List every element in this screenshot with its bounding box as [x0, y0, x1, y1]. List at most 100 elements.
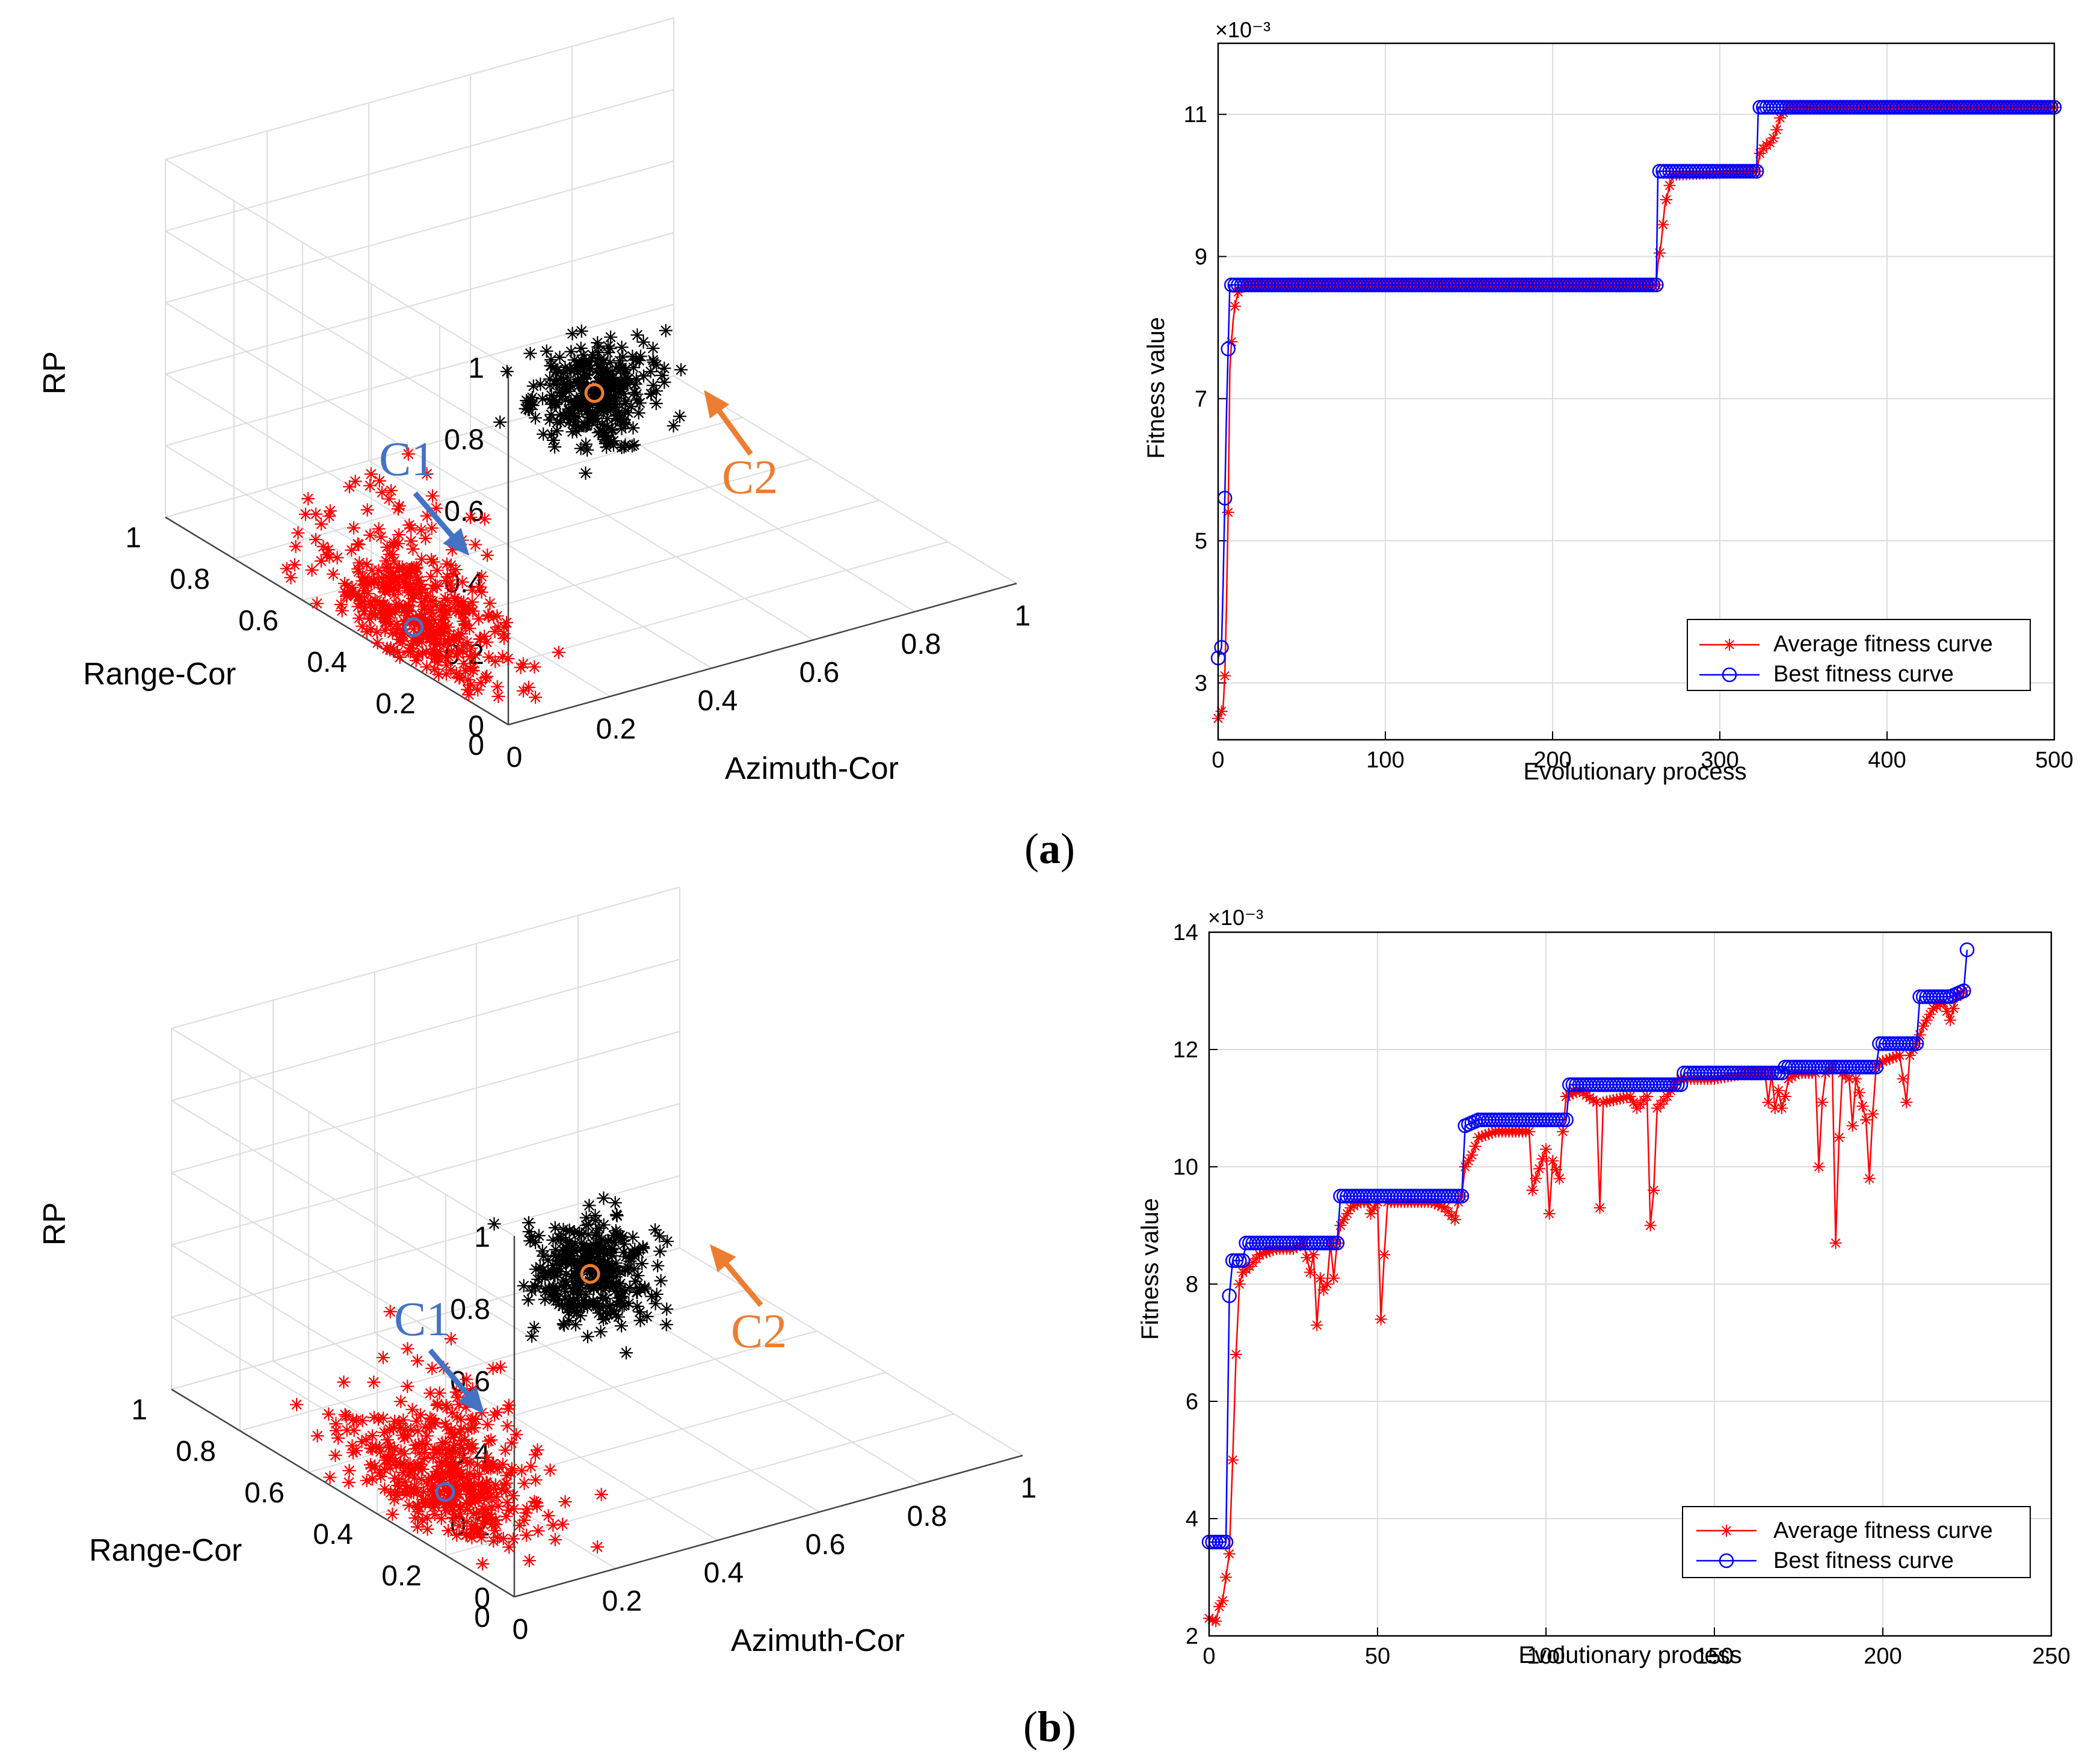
scatter-point	[426, 490, 439, 503]
average-fitness-marker	[1378, 1249, 1390, 1261]
scatter-point	[483, 597, 496, 610]
scatter-point	[454, 1413, 467, 1426]
panel-b-c1-label: C1	[394, 1293, 450, 1346]
scatter-point	[609, 1196, 622, 1209]
scatter-point	[446, 1504, 459, 1517]
average-fitness-marker	[1233, 1278, 1245, 1290]
average-fitness-marker	[1813, 1161, 1825, 1173]
scatter-point	[411, 1354, 424, 1368]
average-fitness-marker	[1523, 1126, 1535, 1138]
scatter-point	[555, 1254, 568, 1267]
scatter-point	[285, 571, 298, 584]
scatter-point	[659, 324, 673, 337]
panel-a-xlabel: Azimuth-Cor	[725, 751, 899, 786]
scatter-point	[475, 1483, 488, 1496]
y-tick-label: 0.6	[244, 1477, 285, 1509]
scatter-point	[466, 1412, 479, 1425]
average-fitness-marker	[1763, 1096, 1775, 1108]
y-tick-label: 11	[1184, 102, 1207, 128]
average-fitness-marker	[1654, 247, 1666, 259]
average-fitness-marker	[1867, 1108, 1879, 1120]
average-fitness-marker	[1547, 1155, 1559, 1167]
scatter-point	[591, 1540, 604, 1554]
y-tick-label: 3	[1195, 671, 1207, 696]
scatter-point	[311, 1429, 324, 1442]
scatter-point	[522, 681, 535, 694]
scatter-point	[577, 1294, 591, 1307]
scatter-point	[346, 1446, 360, 1459]
scatter-point	[594, 361, 608, 375]
scatter-point	[469, 538, 482, 552]
average-fitness-marker	[1900, 1096, 1912, 1108]
scatter-point	[448, 1471, 461, 1484]
scatter-point	[547, 397, 561, 410]
scatter-point	[433, 1386, 446, 1400]
scatter-point	[577, 1241, 591, 1254]
x-tick-label: 0.8	[907, 1501, 947, 1532]
scatter-point	[560, 1241, 573, 1255]
scatter-point	[414, 523, 428, 536]
scatter-point	[440, 668, 453, 681]
scatter-point	[556, 1300, 569, 1313]
scatter-point	[615, 1300, 629, 1313]
scatter-point	[620, 1346, 633, 1359]
scatter-point	[491, 690, 505, 703]
average-fitness-marker	[1224, 1548, 1236, 1560]
scatter-point	[410, 1481, 423, 1494]
scatter-point	[334, 598, 348, 611]
scatter-point	[520, 1529, 533, 1542]
scatter-point	[647, 355, 660, 369]
panel-a-zlabel: RP	[37, 351, 72, 395]
scatter-point	[384, 607, 397, 621]
scatter-point	[374, 1470, 387, 1483]
scatter-point	[439, 1504, 452, 1517]
x-tick-label: 0	[507, 742, 523, 773]
scatter-point	[289, 540, 303, 553]
scatter-point	[600, 404, 614, 417]
scatter-point	[523, 1554, 536, 1567]
scatter-point	[362, 587, 375, 600]
scatter-point	[484, 1433, 497, 1446]
scatter-point	[454, 671, 467, 684]
scatter-point	[546, 1519, 559, 1532]
panel-a-fitness-ylabel: Fitness value	[1143, 317, 1169, 459]
scatter-point	[543, 372, 556, 386]
scatter-point	[402, 1499, 416, 1512]
scatter-point	[502, 1403, 515, 1416]
scatter-point	[383, 548, 396, 561]
scatter-point	[386, 1508, 399, 1521]
scatter-point	[558, 361, 571, 374]
scatter-point	[618, 363, 632, 376]
scatter-point	[580, 443, 594, 456]
scatter-point	[522, 1216, 535, 1229]
scatter-point	[481, 549, 494, 562]
scatter-point	[394, 633, 407, 647]
scatter-point	[377, 598, 390, 612]
scatter-point	[651, 1259, 664, 1273]
scatter-point	[377, 1351, 390, 1364]
scatter-point	[480, 636, 493, 649]
scatter-point	[564, 377, 577, 390]
scatter-point	[368, 576, 381, 589]
average-fitness-marker	[1375, 1314, 1387, 1326]
average-fitness-marker	[1328, 1272, 1340, 1284]
x-tick-label: 1	[1015, 600, 1031, 632]
scatter-point	[540, 345, 553, 358]
y-tick-label: 0	[474, 1602, 490, 1633]
scatter-point	[384, 1461, 397, 1475]
panel-a-ylabel: Range-Cor	[83, 657, 236, 692]
scatter-point	[550, 424, 564, 437]
scatter-point	[475, 570, 488, 583]
scatter-point	[440, 558, 454, 571]
scatter-point	[464, 511, 477, 524]
y-tick-label: 2	[1186, 1624, 1198, 1649]
scatter-point	[372, 1412, 385, 1425]
scatter-point	[378, 585, 392, 598]
scatter-point	[476, 1557, 489, 1570]
x-tick-label: 250	[2032, 1644, 2070, 1669]
scatter-point	[613, 414, 626, 428]
scatter-point	[291, 526, 304, 539]
scatter-point	[461, 683, 474, 696]
average-fitness-marker	[1216, 1595, 1228, 1607]
y-tick-label: 5	[1195, 529, 1207, 554]
